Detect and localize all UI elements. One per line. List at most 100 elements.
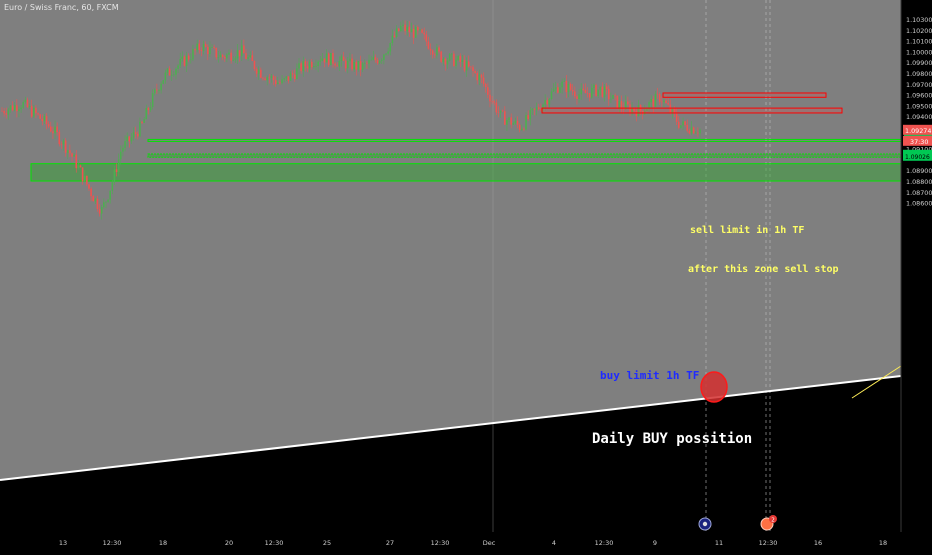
candle-body xyxy=(552,89,555,92)
candle-body xyxy=(9,105,12,110)
projection-line[interactable] xyxy=(851,365,902,399)
candle-body xyxy=(35,107,37,114)
candle-body xyxy=(73,154,75,157)
candle-body xyxy=(153,89,156,94)
x-tick-label: 25 xyxy=(323,539,331,547)
candle-body xyxy=(1,110,3,112)
candle-body xyxy=(105,201,107,203)
candle-body xyxy=(597,89,599,96)
candle-body xyxy=(232,60,235,61)
candle-body xyxy=(192,49,194,60)
candle-body xyxy=(357,61,360,70)
candle-body xyxy=(92,196,95,202)
candle-body xyxy=(47,123,50,127)
candle-body xyxy=(291,73,294,75)
candle-body xyxy=(368,59,370,64)
candle-body xyxy=(463,60,466,71)
candle-body xyxy=(631,107,633,113)
candle-body xyxy=(111,182,114,191)
candle-body xyxy=(565,80,568,93)
candle-body xyxy=(378,60,381,64)
candle-body xyxy=(582,88,585,90)
candle-body xyxy=(610,98,612,100)
uptrend-line[interactable] xyxy=(0,375,902,481)
candle-body xyxy=(684,121,686,125)
candle-body xyxy=(264,78,266,81)
candle-body xyxy=(531,108,534,111)
candle-body xyxy=(370,59,372,61)
x-tick-label: 13 xyxy=(59,539,67,547)
candle-body xyxy=(682,121,684,126)
candle-body xyxy=(563,80,566,82)
candle-body xyxy=(344,60,347,69)
candle-body xyxy=(512,123,515,125)
candle-body xyxy=(213,47,215,48)
y-tick-label: 1.10200 xyxy=(906,27,932,35)
candle-body xyxy=(3,110,5,114)
candle-body xyxy=(30,105,33,117)
candle-body xyxy=(548,98,551,105)
candle-body xyxy=(249,55,252,58)
x-axis-panel xyxy=(0,532,932,550)
candle-body xyxy=(495,102,498,113)
candle-body xyxy=(421,29,423,33)
candle-body xyxy=(353,61,355,70)
candle-body xyxy=(342,56,345,61)
x-tick-label: 12:30 xyxy=(431,539,450,547)
candle-body xyxy=(661,101,663,103)
candle-body xyxy=(436,47,438,56)
candle-body xyxy=(304,61,307,67)
candle-body xyxy=(268,77,271,78)
x-tick-label: 18 xyxy=(879,539,887,547)
below-trendline-region xyxy=(0,376,901,532)
candle-body xyxy=(321,58,324,61)
candle-body xyxy=(667,103,669,105)
entry-circle-marker[interactable] xyxy=(700,371,728,403)
candle-body xyxy=(45,116,48,124)
candle-body xyxy=(43,116,46,122)
candle-body xyxy=(279,82,281,84)
candle-body xyxy=(540,109,542,111)
candle-body xyxy=(525,115,527,130)
y-tick-label: 1.09500 xyxy=(906,102,932,110)
candle-body xyxy=(412,28,415,38)
candle-body xyxy=(11,105,14,111)
candle-body xyxy=(281,79,283,84)
candle-body xyxy=(480,74,483,78)
candle-body xyxy=(550,91,553,99)
candle-body xyxy=(484,83,487,88)
candle-body xyxy=(686,124,689,131)
candle-body xyxy=(518,124,521,130)
candle-body xyxy=(183,56,186,66)
candle-body xyxy=(584,89,587,94)
candle-body xyxy=(372,57,375,60)
candle-body xyxy=(206,46,209,55)
candle-body xyxy=(49,126,52,132)
candle-body xyxy=(680,125,682,128)
candle-body xyxy=(302,61,305,72)
candle-body xyxy=(338,60,341,67)
candle-body xyxy=(590,87,593,98)
candle-body xyxy=(385,53,387,55)
candle-body xyxy=(489,94,491,102)
candle-body xyxy=(179,58,182,66)
y-tick-label: 1.10100 xyxy=(906,38,932,46)
candle-body xyxy=(557,87,559,93)
earnings-count-label: 2 xyxy=(771,518,775,524)
daily-buy-zone xyxy=(30,163,902,182)
y-tick-label: 1.08600 xyxy=(906,200,932,208)
candle-body xyxy=(366,62,368,64)
candle-body xyxy=(694,132,697,134)
candle-body xyxy=(465,61,468,71)
candle-body xyxy=(277,82,279,84)
candle-body xyxy=(663,100,665,103)
candle-body xyxy=(648,102,650,109)
candle-body xyxy=(408,26,411,33)
candle-body xyxy=(117,159,120,173)
candle-body xyxy=(444,58,447,65)
candle-body xyxy=(289,73,292,81)
candle-body xyxy=(588,93,591,98)
candle-body xyxy=(487,87,489,95)
